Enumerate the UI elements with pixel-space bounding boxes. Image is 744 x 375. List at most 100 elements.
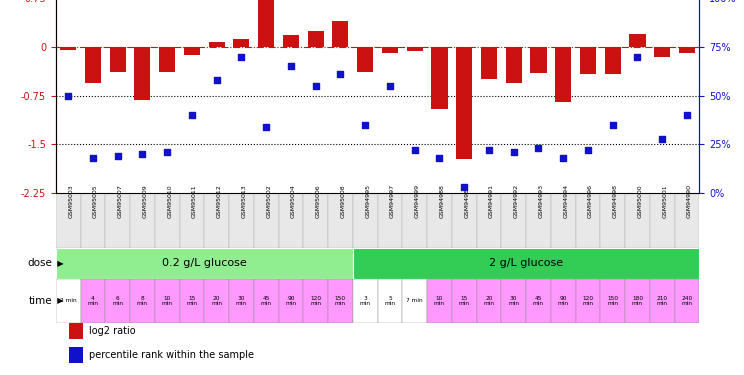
- Bar: [179, 193, 205, 248]
- Point: [507, 149, 519, 155]
- Text: 180
min: 180 min: [632, 296, 643, 306]
- Bar: [551, 193, 576, 248]
- Bar: [179, 279, 205, 322]
- Bar: [625, 193, 650, 248]
- Text: 240
min: 240 min: [682, 296, 693, 306]
- Text: GSM95007: GSM95007: [118, 184, 123, 218]
- Bar: [85, 47, 101, 82]
- Text: GSM95010: GSM95010: [167, 184, 172, 218]
- Text: 45
min: 45 min: [533, 296, 544, 306]
- Point: [87, 155, 99, 161]
- Point: [434, 155, 446, 161]
- Bar: [353, 248, 699, 279]
- Bar: [304, 279, 328, 322]
- Text: 2 min: 2 min: [60, 298, 77, 303]
- Text: GSM94991: GSM94991: [489, 184, 494, 218]
- Point: [408, 147, 420, 153]
- Text: dose: dose: [28, 258, 52, 268]
- Text: GSM94994: GSM94994: [563, 184, 568, 218]
- Bar: [555, 47, 571, 102]
- Bar: [229, 193, 254, 248]
- Bar: [328, 193, 353, 248]
- Bar: [600, 279, 625, 322]
- Bar: [254, 193, 278, 248]
- Text: GSM95005: GSM95005: [93, 184, 98, 218]
- Bar: [205, 193, 229, 248]
- Text: 20
min: 20 min: [211, 296, 222, 306]
- Bar: [56, 279, 80, 322]
- Point: [607, 122, 619, 128]
- Bar: [278, 193, 304, 248]
- Bar: [378, 193, 403, 248]
- Bar: [304, 193, 328, 248]
- Text: GSM94989: GSM94989: [464, 184, 469, 218]
- Bar: [353, 193, 378, 248]
- Text: GSM94990: GSM94990: [687, 184, 692, 218]
- Bar: [403, 279, 427, 322]
- Bar: [109, 47, 126, 72]
- Bar: [407, 47, 423, 51]
- Text: 150
min: 150 min: [335, 296, 346, 306]
- Bar: [56, 248, 353, 279]
- Bar: [629, 34, 646, 47]
- Point: [285, 63, 297, 69]
- Bar: [155, 279, 179, 322]
- Bar: [403, 193, 427, 248]
- Text: GSM95009: GSM95009: [142, 184, 147, 218]
- Text: 7 min: 7 min: [406, 298, 423, 303]
- Bar: [477, 193, 501, 248]
- Text: ▶: ▶: [52, 296, 64, 305]
- Point: [384, 83, 396, 89]
- Point: [161, 149, 173, 155]
- Text: ▶: ▶: [52, 259, 64, 268]
- Bar: [80, 193, 106, 248]
- Bar: [258, 0, 275, 47]
- Text: 15
min: 15 min: [187, 296, 197, 306]
- Point: [62, 93, 74, 99]
- Bar: [283, 35, 299, 47]
- Bar: [135, 47, 150, 100]
- Text: percentile rank within the sample: percentile rank within the sample: [89, 350, 254, 360]
- Bar: [605, 47, 620, 74]
- Text: 5
min: 5 min: [385, 296, 396, 306]
- Bar: [530, 47, 547, 73]
- Bar: [68, 347, 83, 363]
- Bar: [254, 279, 278, 322]
- Text: GSM94993: GSM94993: [539, 184, 543, 218]
- Bar: [357, 47, 373, 72]
- Text: log2 ratio: log2 ratio: [89, 327, 136, 336]
- Bar: [234, 39, 249, 47]
- Bar: [432, 47, 447, 109]
- Bar: [378, 279, 403, 322]
- Bar: [679, 47, 695, 53]
- Bar: [427, 193, 452, 248]
- Text: 150
min: 150 min: [607, 296, 618, 306]
- Text: 20
min: 20 min: [484, 296, 495, 306]
- Point: [557, 155, 569, 161]
- Bar: [551, 279, 576, 322]
- Text: GSM94997: GSM94997: [390, 184, 395, 218]
- Text: 2 g/L glucose: 2 g/L glucose: [489, 258, 563, 268]
- Text: 120
min: 120 min: [583, 296, 594, 306]
- Bar: [56, 193, 80, 248]
- Bar: [501, 279, 526, 322]
- Text: 4
min: 4 min: [88, 296, 98, 306]
- Text: GSM95011: GSM95011: [192, 184, 197, 218]
- Bar: [328, 279, 353, 322]
- Bar: [625, 279, 650, 322]
- Bar: [452, 193, 477, 248]
- Text: 3
min: 3 min: [359, 296, 371, 306]
- Bar: [155, 193, 179, 248]
- Text: 45
min: 45 min: [260, 296, 272, 306]
- Text: 8
min: 8 min: [137, 296, 148, 306]
- Text: 30
min: 30 min: [508, 296, 519, 306]
- Point: [211, 77, 222, 83]
- Text: GSM95012: GSM95012: [217, 184, 222, 218]
- Point: [236, 54, 248, 60]
- Bar: [452, 279, 477, 322]
- Text: GSM94995: GSM94995: [365, 184, 371, 218]
- Bar: [106, 193, 130, 248]
- Bar: [501, 193, 526, 248]
- Bar: [130, 279, 155, 322]
- Point: [260, 124, 272, 130]
